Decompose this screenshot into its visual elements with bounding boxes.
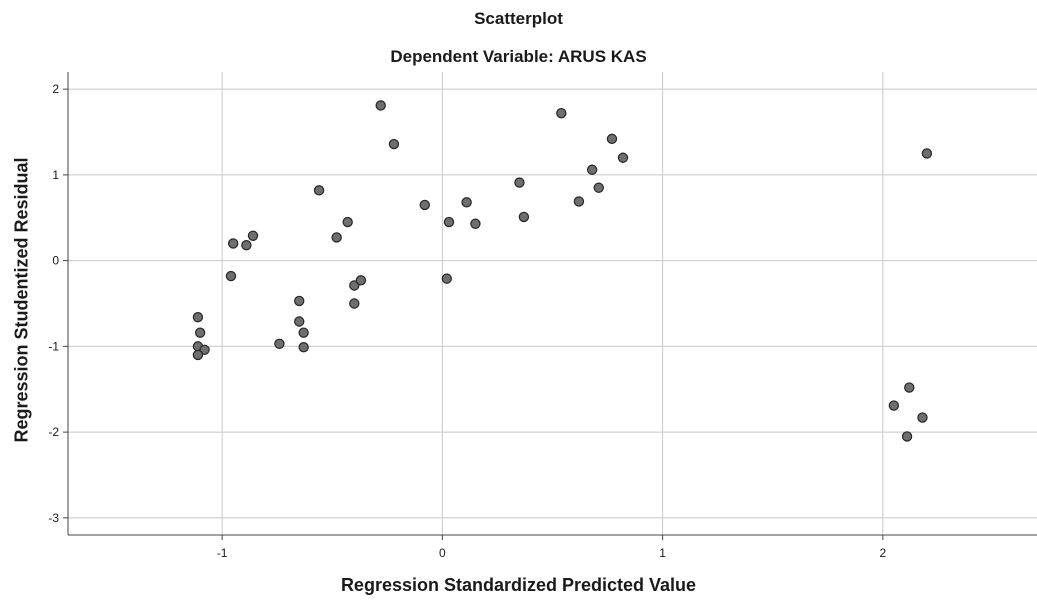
data-point <box>192 349 204 361</box>
data-point <box>514 177 525 188</box>
data-point <box>241 239 252 251</box>
data-point <box>593 182 604 193</box>
chart-subtitle: Dependent Variable: ARUS KAS <box>390 47 647 66</box>
data-point <box>901 431 913 442</box>
data-point <box>313 185 325 196</box>
x-tick-label: -1 <box>217 546 228 560</box>
data-point <box>888 400 900 411</box>
x-tick-label: 2 <box>879 546 886 560</box>
data-point <box>917 412 928 423</box>
data-point <box>904 382 915 393</box>
data-point <box>556 107 567 119</box>
y-tick-label: -2 <box>48 425 59 439</box>
x-axis-label: Regression Standardized Predicted Value <box>340 575 697 595</box>
y-axis-label: Regression Studentized Residual <box>11 157 32 443</box>
grid-lines <box>68 72 1037 535</box>
axes <box>63 72 1037 540</box>
data-point <box>518 211 530 223</box>
x-tick-label: 0 <box>439 546 446 560</box>
data-point <box>573 196 585 207</box>
data-points <box>192 100 933 442</box>
data-point <box>192 312 204 323</box>
data-point <box>388 138 400 150</box>
data-point <box>298 327 309 338</box>
y-tick-label: 0 <box>52 254 59 268</box>
data-point <box>274 338 285 349</box>
data-point <box>194 327 206 338</box>
data-point <box>331 232 342 243</box>
data-point <box>586 164 598 175</box>
data-point <box>375 100 386 111</box>
y-tick-label: -3 <box>48 511 59 525</box>
data-point <box>298 342 309 353</box>
data-point <box>419 199 430 211</box>
data-point <box>606 133 618 145</box>
data-point <box>470 218 481 229</box>
tick-labels: -1 0 1 2 -3 -2 -1 0 1 2 <box>48 82 886 560</box>
data-point <box>443 216 455 228</box>
x-tick-label: 1 <box>659 546 666 560</box>
data-point <box>342 216 353 228</box>
data-point <box>227 238 239 249</box>
data-point <box>441 273 452 284</box>
data-point <box>355 275 367 286</box>
data-point <box>294 295 305 307</box>
y-tick-label: 2 <box>52 82 59 96</box>
data-point <box>294 316 305 327</box>
data-point <box>921 148 933 159</box>
data-point <box>349 298 360 309</box>
data-point <box>225 270 237 282</box>
data-point <box>461 197 472 208</box>
y-tick-label: 1 <box>52 168 59 182</box>
chart-title: Scatterplot <box>474 9 563 28</box>
y-tick-label: -1 <box>48 339 59 353</box>
data-point <box>247 230 259 241</box>
data-point <box>617 152 629 163</box>
